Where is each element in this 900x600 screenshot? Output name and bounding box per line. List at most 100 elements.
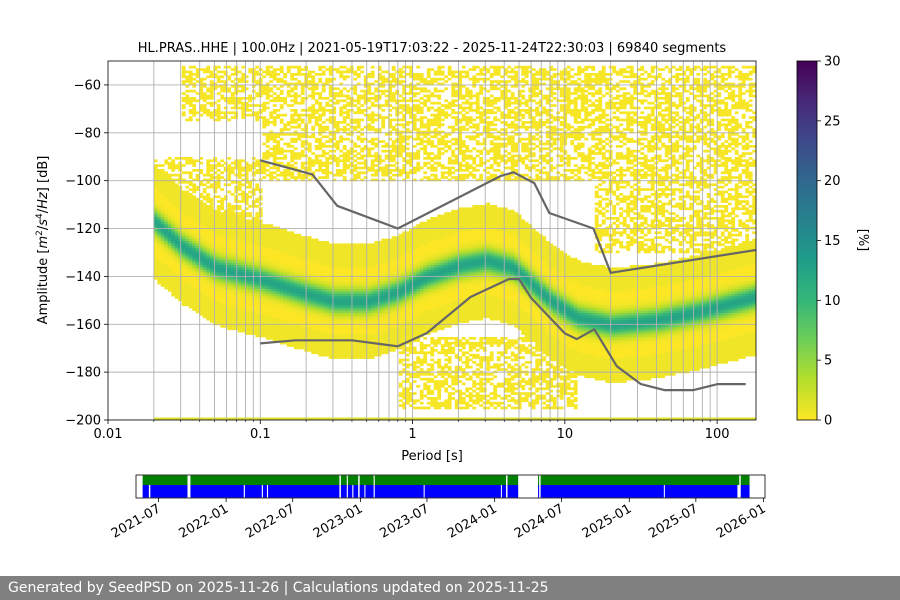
- density-cell: [377, 289, 382, 292]
- density-cell: [388, 80, 393, 83]
- density-cell: [171, 212, 176, 215]
- density-cell: [188, 221, 193, 225]
- density-cell: [363, 284, 368, 287]
- density-cell: [377, 320, 382, 323]
- density-cell: [199, 269, 204, 273]
- density-cell: [360, 104, 365, 107]
- density-cell: [248, 313, 253, 316]
- density-cell: [255, 197, 260, 201]
- density-cell: [353, 149, 358, 153]
- density-cell: [279, 301, 284, 304]
- density-cell: [220, 207, 225, 211]
- density-cell: [216, 195, 221, 199]
- density-cell: [220, 236, 225, 239]
- density-cell: [234, 267, 239, 271]
- density-cell: [290, 317, 295, 321]
- density-cell: [272, 121, 277, 124]
- density-cell: [398, 147, 403, 151]
- density-cell: [199, 243, 204, 247]
- density-cell: [188, 188, 193, 191]
- density-cell: [388, 286, 393, 290]
- density-cell: [332, 337, 337, 340]
- density-cell: [185, 214, 190, 218]
- density-cell: [367, 245, 372, 249]
- density-cell: [199, 313, 204, 316]
- density-cell: [297, 332, 302, 335]
- density-cell: [279, 128, 284, 131]
- density-cell: [346, 277, 351, 280]
- density-cell: [237, 89, 242, 93]
- density-cell: [279, 245, 284, 249]
- density-cell: [346, 279, 351, 283]
- density-cell: [391, 262, 396, 266]
- density-cell: [314, 346, 319, 350]
- density-cell: [293, 157, 298, 160]
- density-cell: [370, 298, 375, 302]
- density-cell: [283, 308, 288, 311]
- density-cell: [293, 248, 298, 251]
- density-cell: [220, 257, 225, 261]
- density-cell: [279, 257, 284, 261]
- density-cell: [381, 159, 386, 163]
- density-cell: [346, 301, 351, 304]
- density-cell: [164, 248, 169, 251]
- density-cell: [153, 176, 158, 179]
- density-cell: [174, 212, 179, 215]
- density-cell: [188, 257, 193, 261]
- density-cell: [346, 243, 351, 247]
- density-cell: [328, 248, 333, 251]
- density-cell: [290, 152, 295, 155]
- density-cell: [157, 265, 162, 268]
- density-cell: [206, 272, 211, 275]
- density-cell: [325, 277, 330, 280]
- density-cell: [290, 308, 295, 311]
- density-cell: [209, 221, 214, 225]
- density-cell: [332, 265, 337, 268]
- density-cell: [199, 255, 204, 259]
- density-cell: [241, 265, 246, 268]
- density-cell: [363, 279, 368, 283]
- density-cell: [388, 113, 393, 117]
- density-cell: [297, 255, 302, 259]
- density-cell: [269, 337, 274, 340]
- density-cell: [269, 178, 274, 182]
- density-cell: [391, 140, 396, 143]
- density-cell: [272, 325, 277, 328]
- density-cell: [367, 284, 372, 287]
- density-cell: [360, 317, 365, 321]
- density-cell: [241, 313, 246, 316]
- density-cell: [269, 260, 274, 263]
- density-cell: [286, 171, 291, 175]
- density-cell: [209, 277, 214, 280]
- density-cell: [328, 65, 333, 69]
- density-cell: [265, 106, 270, 110]
- density-cell: [234, 70, 239, 74]
- density-cell: [325, 315, 330, 319]
- density-cell: [174, 197, 179, 201]
- density-cell: [374, 80, 379, 83]
- density-cell: [384, 349, 389, 352]
- density-cell: [300, 281, 305, 285]
- density-cell: [367, 269, 372, 273]
- density-cell: [321, 176, 326, 179]
- density-cell: [342, 250, 347, 254]
- density-cell: [216, 255, 221, 259]
- density-cell: [293, 281, 298, 285]
- density-cell: [381, 351, 386, 355]
- density-cell: [209, 197, 214, 201]
- density-cell: [356, 173, 361, 177]
- density-cell: [370, 70, 375, 74]
- density-cell: [209, 305, 214, 309]
- density-cell: [241, 238, 246, 242]
- density-cell: [300, 118, 305, 122]
- density-cell: [209, 205, 214, 208]
- density-cell: [367, 106, 372, 110]
- density-cell: [321, 284, 326, 287]
- density-cell: [272, 116, 277, 119]
- density-cell: [314, 87, 319, 91]
- density-cell: [265, 337, 270, 340]
- density-cell: [181, 245, 186, 249]
- density-cell: [339, 109, 344, 112]
- density-cell: [367, 289, 372, 292]
- density-cell: [265, 310, 270, 314]
